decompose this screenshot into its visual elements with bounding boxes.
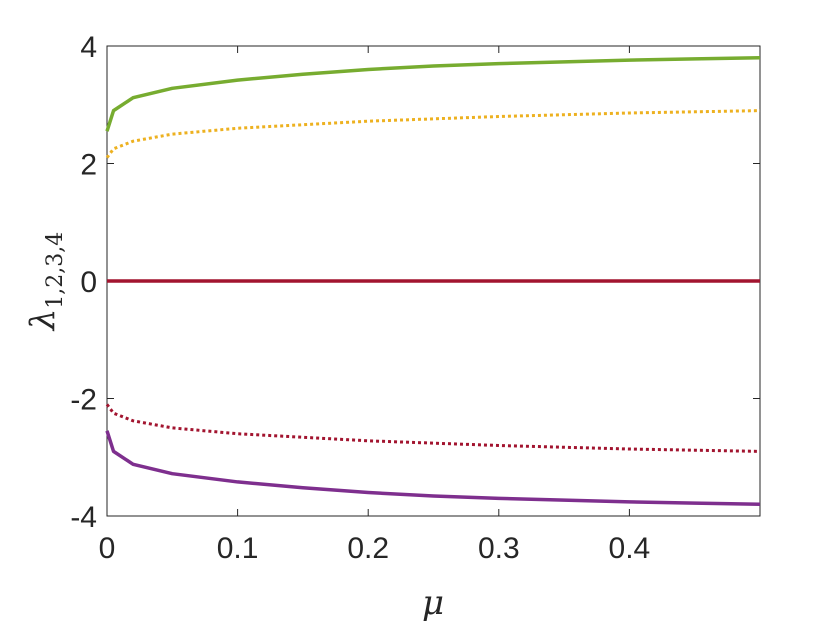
plot-area — [105, 45, 761, 517]
x-tick-labels: 0 0.1 0.2 0.3 0.4 — [99, 532, 651, 565]
y-axis-label: λ1,2,3,4 — [23, 232, 68, 333]
series-line-5 — [105, 430, 761, 506]
y-tick-label: -2 — [70, 384, 97, 417]
series-line-1 — [105, 56, 761, 132]
y-axis-label-subscript: 1,2,3,4 — [43, 232, 68, 309]
series-line-2 — [105, 109, 761, 159]
y-tick-labels: -4 -2 0 2 4 — [70, 31, 97, 534]
x-tick-label: 0.1 — [217, 532, 259, 565]
x-axis-label: μ — [422, 583, 444, 623]
x-tick-label: 0.4 — [609, 532, 651, 565]
y-tick-label: -4 — [70, 501, 97, 534]
y-axis-label-symbol: λ — [23, 309, 63, 333]
y-tick-label: 0 — [80, 266, 97, 299]
x-tick-label: 0.3 — [478, 532, 520, 565]
series-layer — [105, 56, 761, 506]
y-tick-label: 2 — [80, 149, 97, 182]
series-line-4 — [105, 403, 761, 453]
y-tick-label: 4 — [80, 31, 97, 64]
x-tick-label: 0 — [99, 532, 116, 565]
x-tick-label: 0.2 — [347, 532, 389, 565]
